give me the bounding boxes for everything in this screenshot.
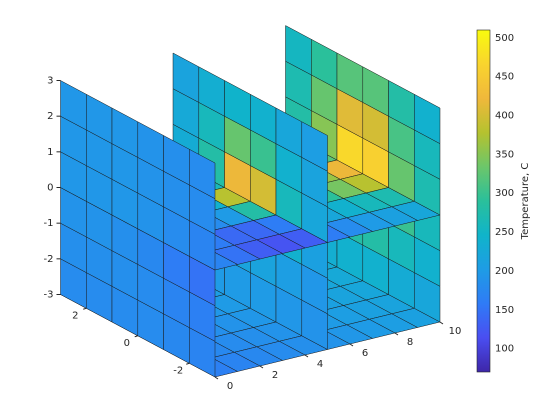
colorbar-tick-label: 150 (495, 305, 514, 316)
colorbar-tick-label: 200 (495, 266, 514, 277)
x-tick (214, 376, 219, 380)
x-tick-label: 8 (407, 337, 413, 348)
z-tick-label: 2 (47, 111, 53, 122)
x-tick-label: 4 (317, 359, 323, 370)
slice-cell (189, 148, 216, 200)
x-tick-label: 10 (449, 326, 462, 337)
x-tick (394, 332, 399, 336)
slice-cell (301, 121, 328, 172)
colorbar-tick-label: 250 (495, 227, 514, 238)
colorbar-tick-label: 350 (495, 149, 514, 160)
z-tick-label: 1 (47, 147, 53, 158)
colorbar-tick-label: 300 (495, 188, 514, 199)
x-tick (349, 343, 354, 347)
z-tick-label: 3 (47, 76, 53, 87)
y-tick (83, 307, 87, 310)
x-tick-label: 0 (227, 381, 233, 392)
y-tick-label: 2 (72, 310, 78, 321)
z-tick-label: -2 (44, 254, 54, 265)
x-tick-label: 2 (272, 370, 278, 381)
y-tick (186, 362, 190, 365)
y-tick (134, 335, 138, 338)
colorbar-tick-label: 400 (495, 111, 514, 122)
axes: 0 2 4 6 8 10 -2 0 2 -3 -2 -1 0 1 2 3 100 150 200 250 300 350 4… (44, 33, 515, 392)
colorbar-tick-label: 450 (495, 72, 514, 83)
y-tick-label: 0 (124, 338, 130, 349)
z-tick-label: -3 (44, 290, 54, 301)
colorbar-tick-label: 100 (495, 344, 514, 355)
x-tick (304, 354, 309, 358)
colorbar (476, 29, 491, 373)
z-tick-label: 0 (47, 183, 53, 194)
x-tick-label: 6 (362, 348, 368, 359)
x-tick (439, 321, 444, 325)
z-tick-label: -1 (44, 218, 54, 229)
colorbar-label: Temperature, C (520, 163, 531, 241)
slices (59, 25, 441, 378)
slice-cell (414, 93, 441, 145)
colorbar-tick-label: 500 (495, 33, 514, 44)
y-tick-label: -2 (173, 365, 183, 376)
x-tick (259, 365, 264, 369)
